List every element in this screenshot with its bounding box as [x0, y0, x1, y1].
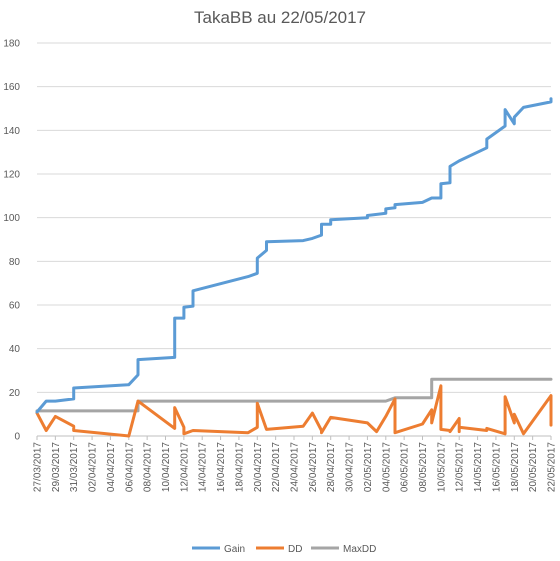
legend-label-gain: Gain: [224, 544, 245, 555]
x-tick-label: 18/05/2017: [510, 442, 521, 492]
x-tick-label: 02/05/2017: [363, 442, 374, 492]
x-tick-label: 16/04/2017: [216, 442, 227, 492]
x-tick-label: 20/05/2017: [528, 442, 539, 492]
y-tick-label: 100: [3, 213, 20, 224]
legend: Gain DD MaxDD: [192, 544, 376, 555]
x-tick-label: 22/04/2017: [271, 442, 282, 492]
y-tick-label: 180: [3, 39, 20, 50]
x-tick-label: 12/05/2017: [455, 442, 466, 492]
x-tick-label: 20/04/2017: [253, 442, 264, 492]
x-tick-label: 27/03/2017: [33, 442, 44, 492]
x-tick-label: 14/05/2017: [473, 442, 484, 492]
x-tick-label: 06/04/2017: [124, 442, 135, 492]
series-lines: [35, 97, 553, 438]
x-tick-label: 10/04/2017: [161, 442, 172, 492]
x-tick-label: 24/04/2017: [290, 442, 301, 492]
series-line-gain: [35, 97, 553, 414]
x-tick-label: 28/04/2017: [326, 442, 337, 492]
x-tick-label: 14/04/2017: [198, 442, 209, 492]
y-axis-ticks: 0 20 40 60 80 100 120 140 160 180: [3, 39, 20, 443]
grid-lines: [37, 42, 551, 393]
y-tick-label: 120: [3, 170, 20, 181]
x-tick-label: 31/03/2017: [69, 442, 80, 492]
x-tick-label: 10/05/2017: [436, 442, 447, 492]
x-tick-label: 22/05/2017: [547, 442, 558, 492]
x-tick-label: 30/04/2017: [345, 442, 356, 492]
series-line-dd: [35, 384, 553, 438]
y-tick-label: 160: [3, 82, 20, 93]
x-tick-label: 16/05/2017: [491, 442, 502, 492]
legend-label-maxdd: MaxDD: [343, 544, 376, 555]
series-line-maxdd: [35, 377, 553, 413]
x-tick-label: 08/05/2017: [418, 442, 429, 492]
x-tick-label: 12/04/2017: [179, 442, 190, 492]
x-tick-label: 26/04/2017: [308, 442, 319, 492]
x-tick-label: 29/03/2017: [51, 442, 62, 492]
x-axis-ticks: 27/03/2017 29/03/2017 31/03/2017 02/04/2017…: [33, 436, 558, 492]
y-tick-label: 40: [9, 344, 21, 355]
x-tick-label: 04/05/2017: [381, 442, 392, 492]
chart-title: TakaBB au 22/05/2017: [194, 8, 366, 27]
y-tick-label: 140: [3, 126, 20, 137]
x-tick-label: 18/04/2017: [234, 442, 245, 492]
y-tick-label: 80: [9, 257, 21, 268]
y-tick-label: 60: [9, 301, 21, 312]
x-tick-label: 06/05/2017: [400, 442, 411, 492]
y-tick-label: 0: [14, 432, 20, 443]
x-tick-label: 04/04/2017: [106, 442, 117, 492]
legend-label-dd: DD: [288, 544, 302, 555]
x-tick-label: 02/04/2017: [88, 442, 99, 492]
y-tick-label: 20: [9, 388, 21, 399]
x-tick-label: 08/04/2017: [143, 442, 154, 492]
